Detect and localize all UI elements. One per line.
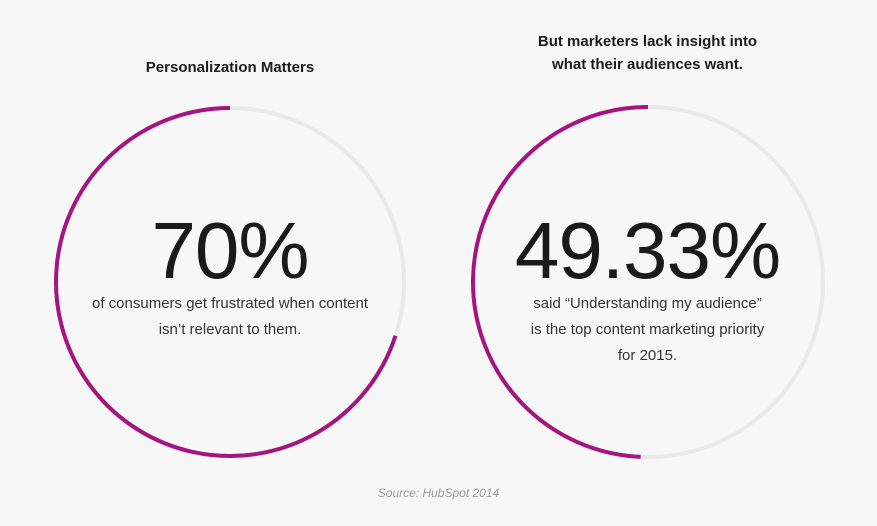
panel-title: But marketers lack insight into what the…: [537, 33, 758, 73]
donut-value-arc: [471, 105, 649, 459]
stat-panel-personalization: Personalization Matters 70% of consumers…: [54, 59, 406, 458]
donut-value-arc: [54, 106, 398, 458]
stat-description: of consumers get frustrated when content…: [92, 295, 368, 338]
stat-value: 49.33%: [514, 206, 781, 295]
stat-panel-audience-insight: But marketers lack insight into what the…: [418, 0, 877, 526]
donut-ring: [54, 106, 406, 458]
source-caption: Source: HubSpot 2014: [377, 486, 500, 500]
donut-ring: [471, 105, 825, 459]
stat-description: said “Understanding my audience” is the …: [530, 295, 765, 364]
stat-value: 70%: [151, 206, 309, 295]
panel-title: Personalization Matters: [145, 59, 315, 76]
